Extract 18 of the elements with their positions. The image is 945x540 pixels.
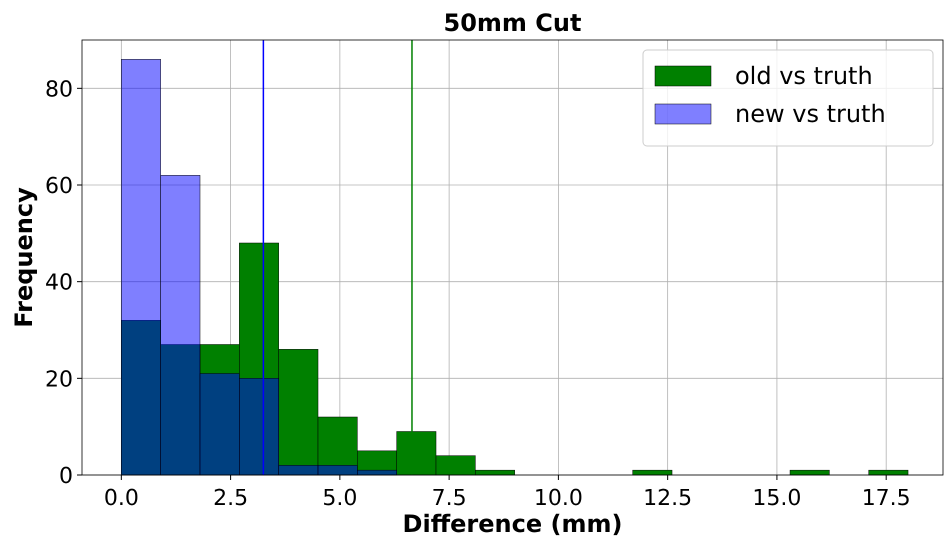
y-tick-label: 60	[45, 174, 73, 199]
legend-label: new vs truth	[735, 100, 886, 128]
x-tick-label: 17.5	[862, 486, 911, 511]
x-tick-label: 12.5	[643, 486, 692, 511]
legend-label: old vs truth	[735, 62, 873, 90]
y-tick-label: 0	[59, 464, 73, 489]
y-tick-label: 40	[45, 270, 73, 296]
x-tick-label: 15.0	[752, 486, 802, 511]
chart-title: 50mm Cut	[444, 9, 582, 37]
y-tick-label: 80	[45, 77, 73, 102]
x-tick-label: 5.0	[322, 486, 358, 511]
x-tick-label: 2.5	[213, 486, 248, 511]
x-tick-label: 0.0	[104, 486, 139, 511]
x-axis-title: Difference (mm)	[402, 510, 622, 538]
y-tick-label: 20	[45, 367, 73, 392]
x-tick-label: 10.0	[534, 486, 583, 511]
x-tick-label: 7.5	[432, 486, 467, 511]
y-axis-title: Frequency	[10, 186, 38, 328]
